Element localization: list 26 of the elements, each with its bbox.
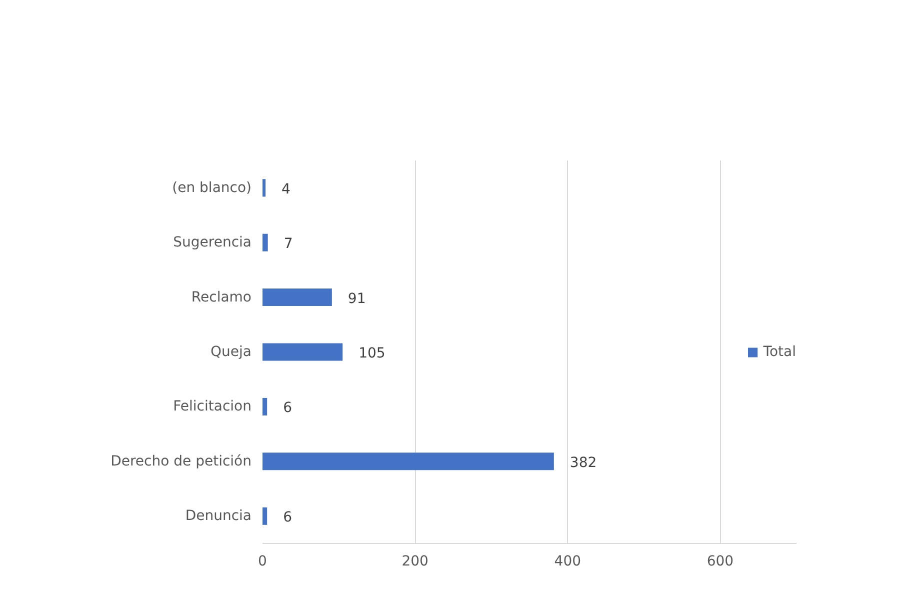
data-label: 7 [284, 236, 293, 252]
bar [262, 288, 332, 306]
legend-label: Total [763, 344, 796, 360]
y-tick-label: Sugerencia [173, 234, 252, 251]
bar [262, 343, 343, 361]
y-tick-label: Derecho de petición [110, 453, 252, 470]
y-tick-label: Denuncia [185, 508, 252, 524]
bar [262, 452, 554, 470]
data-label: 382 [570, 454, 597, 471]
data-label: 105 [358, 346, 386, 362]
data-label: 4 [282, 181, 291, 198]
y-tick-label: Felicitacion [173, 398, 252, 415]
bar [262, 179, 266, 197]
data-label: 6 [283, 510, 292, 526]
y-tick-label: Queja [210, 344, 252, 360]
y-tick-label: (en blanco) [172, 180, 252, 196]
y-tick-label: Reclamo [191, 289, 252, 306]
bar [262, 398, 268, 416]
x-tick-label: 600 [706, 554, 734, 570]
x-tick-label: 200 [402, 554, 428, 570]
x-tick-label: 400 [554, 554, 582, 570]
x-tick-label: 0 [258, 554, 267, 570]
data-label: 6 [283, 400, 292, 416]
bar [262, 507, 268, 525]
bar [262, 234, 268, 252]
data-label: 91 [348, 290, 366, 307]
